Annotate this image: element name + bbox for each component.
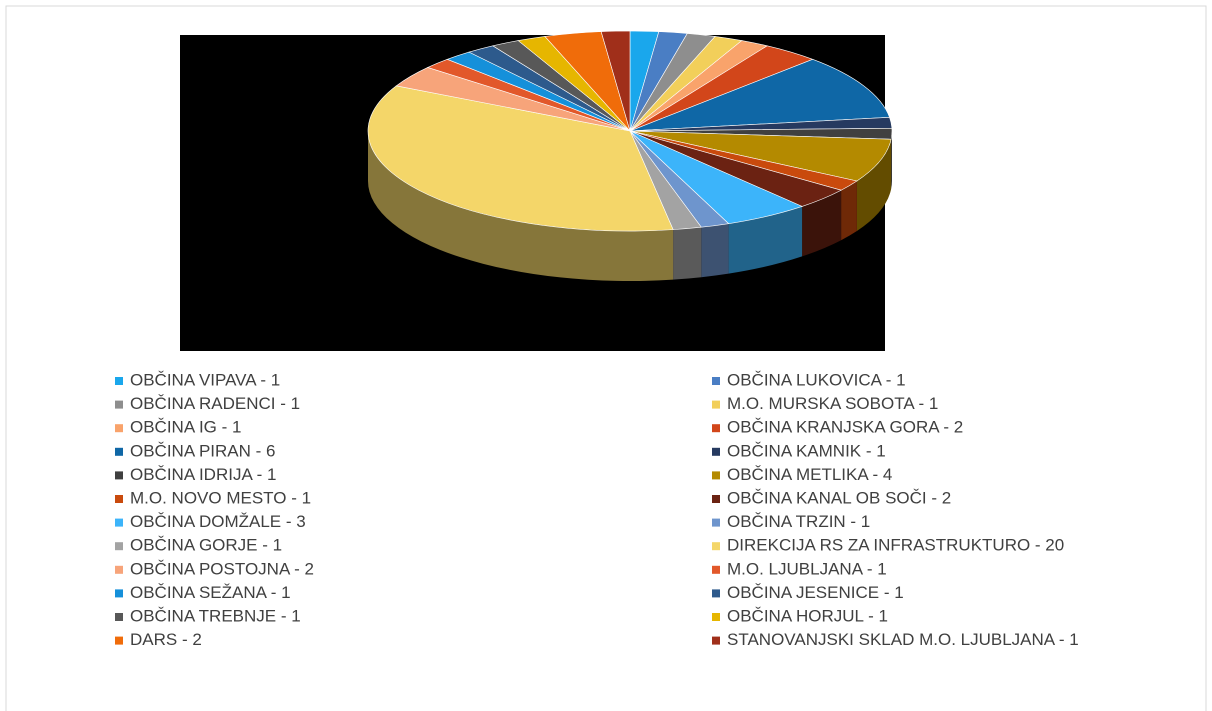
legend-swatch <box>712 424 720 433</box>
legend-label: STANOVANJSKI SKLAD M.O. LJUBLJANA - 1 <box>727 630 1079 649</box>
legend-label: OBČINA TREBNJE - 1 <box>130 606 301 625</box>
slice <box>600 30 631 132</box>
legend-label: OBČINA HORJUL - 1 <box>727 606 888 625</box>
legend-swatch <box>115 589 123 598</box>
legend-label: M.O. MURSKA SOBOTA - 1 <box>727 394 938 413</box>
legend-label: M.O. LJUBLJANA - 1 <box>727 559 887 578</box>
legend-label: OBČINA DOMŽALE - 3 <box>130 512 306 531</box>
legend-label: OBČINA LUKOVICA - 1 <box>727 370 906 389</box>
legend-label: M.O. NOVO MESTO - 1 <box>130 488 311 507</box>
legend-swatch <box>115 377 123 385</box>
legend-swatch <box>712 447 720 456</box>
legend-swatch <box>115 495 123 503</box>
legend-label: OBČINA KANAL OB SOČI - 2 <box>727 488 951 507</box>
frame <box>5 5 1207 711</box>
slice-side <box>841 181 857 241</box>
legend-swatch <box>712 495 720 503</box>
legend-swatch <box>712 377 720 385</box>
legend-swatch <box>115 447 123 456</box>
slice <box>367 85 674 232</box>
legend-swatch <box>712 636 720 645</box>
legend-swatch <box>712 565 720 574</box>
legend-label: OBČINA SEŽANA - 1 <box>130 583 291 602</box>
legend-swatch <box>115 518 123 527</box>
slice-side <box>802 190 842 257</box>
legend-label: OBČINA TRZIN - 1 <box>727 512 870 531</box>
slice <box>629 59 890 132</box>
legend-swatch <box>712 589 720 598</box>
legend-label: OBČINA IG - 1 <box>130 418 241 437</box>
legend-label: OBČINA IDRIJA - 1 <box>130 465 276 484</box>
legend-label: OBČINA GORJE - 1 <box>130 536 282 555</box>
slice-side <box>673 227 702 280</box>
legend-label: OBČINA JESENICE - 1 <box>727 583 904 602</box>
legend-swatch <box>115 471 123 480</box>
legend-label: DIREKCIJA RS ZA INFRASTRUKTURO - 20 <box>727 536 1064 555</box>
legend-label: OBČINA KRANJSKA GORA - 2 <box>727 418 963 437</box>
legend-swatch <box>712 542 720 551</box>
legend-swatch <box>115 424 123 433</box>
legend-swatch <box>712 518 720 527</box>
slice-side <box>856 139 892 231</box>
legend-label: DARS - 2 <box>130 630 202 649</box>
legend-swatch <box>115 542 123 551</box>
legend-swatch <box>712 613 720 621</box>
slice-side <box>368 131 674 282</box>
legend-swatch <box>712 400 720 409</box>
legend-swatch <box>115 565 123 574</box>
slice-side <box>701 223 729 278</box>
legend-label: OBČINA PIRAN - 6 <box>130 441 275 460</box>
legend-swatch <box>115 613 123 621</box>
legend-label: OBČINA KAMNIK - 1 <box>727 441 886 460</box>
slice-side <box>891 131 892 190</box>
legend-label: OBČINA METLIKA - 4 <box>727 465 892 484</box>
legend-swatch <box>115 636 123 645</box>
slice-side <box>728 206 803 274</box>
legend-swatch <box>712 471 720 480</box>
slice <box>629 130 892 182</box>
legend-label: OBČINA RADENCI - 1 <box>130 394 300 413</box>
legend-label: OBČINA POSTOJNA - 2 <box>130 559 314 578</box>
legend-label: OBČINA VIPAVA - 1 <box>130 370 280 389</box>
legend-swatch <box>115 400 123 409</box>
